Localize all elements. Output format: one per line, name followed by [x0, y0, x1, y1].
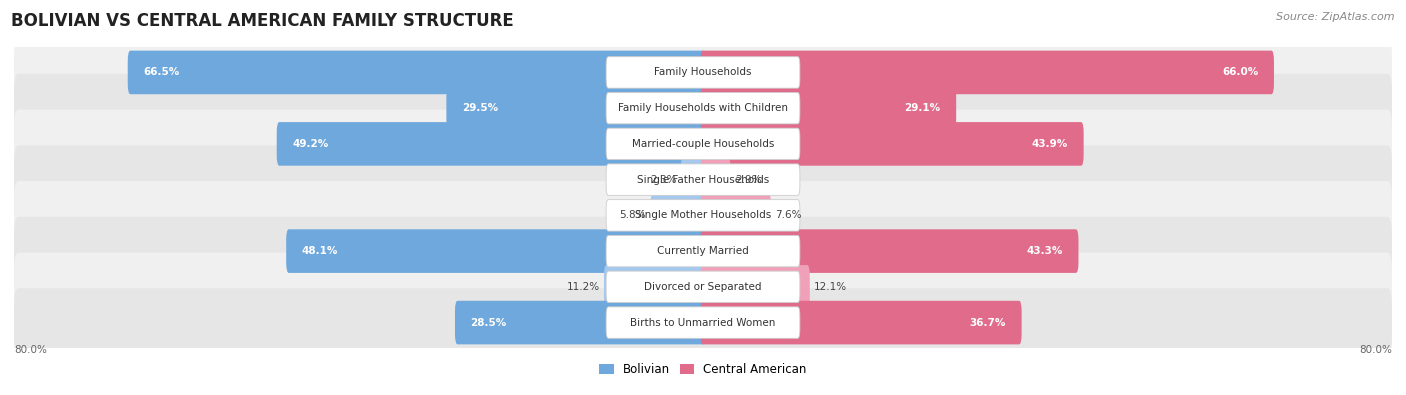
FancyBboxPatch shape — [128, 51, 706, 94]
FancyBboxPatch shape — [700, 301, 1022, 344]
Text: 36.7%: 36.7% — [970, 318, 1007, 327]
Text: 2.3%: 2.3% — [650, 175, 676, 184]
Text: 12.1%: 12.1% — [814, 282, 848, 292]
FancyBboxPatch shape — [700, 51, 1274, 94]
Text: Source: ZipAtlas.com: Source: ZipAtlas.com — [1277, 12, 1395, 22]
FancyBboxPatch shape — [606, 235, 800, 267]
Text: 7.6%: 7.6% — [775, 211, 801, 220]
Text: Married-couple Households: Married-couple Households — [631, 139, 775, 149]
Text: BOLIVIAN VS CENTRAL AMERICAN FAMILY STRUCTURE: BOLIVIAN VS CENTRAL AMERICAN FAMILY STRU… — [11, 12, 515, 30]
FancyBboxPatch shape — [287, 229, 706, 273]
FancyBboxPatch shape — [277, 122, 706, 166]
FancyBboxPatch shape — [606, 307, 800, 338]
Text: 2.9%: 2.9% — [735, 175, 762, 184]
FancyBboxPatch shape — [14, 252, 1392, 321]
FancyBboxPatch shape — [14, 109, 1392, 178]
FancyBboxPatch shape — [14, 217, 1392, 286]
Text: 80.0%: 80.0% — [1360, 345, 1392, 355]
Text: Births to Unmarried Women: Births to Unmarried Women — [630, 318, 776, 327]
FancyBboxPatch shape — [700, 194, 770, 237]
FancyBboxPatch shape — [605, 265, 706, 308]
FancyBboxPatch shape — [700, 229, 1078, 273]
Text: 29.5%: 29.5% — [461, 103, 498, 113]
FancyBboxPatch shape — [606, 92, 800, 124]
FancyBboxPatch shape — [681, 158, 706, 201]
Text: Single Mother Households: Single Mother Households — [636, 211, 770, 220]
Text: Single Father Households: Single Father Households — [637, 175, 769, 184]
FancyBboxPatch shape — [14, 38, 1392, 107]
Text: 66.0%: 66.0% — [1222, 68, 1258, 77]
FancyBboxPatch shape — [606, 57, 800, 88]
Text: 43.9%: 43.9% — [1032, 139, 1069, 149]
Text: Family Households: Family Households — [654, 68, 752, 77]
FancyBboxPatch shape — [14, 288, 1392, 357]
Text: 29.1%: 29.1% — [904, 103, 941, 113]
FancyBboxPatch shape — [446, 87, 706, 130]
FancyBboxPatch shape — [606, 164, 800, 196]
FancyBboxPatch shape — [700, 122, 1084, 166]
Text: 5.8%: 5.8% — [620, 211, 647, 220]
Text: Family Households with Children: Family Households with Children — [619, 103, 787, 113]
FancyBboxPatch shape — [456, 301, 706, 344]
FancyBboxPatch shape — [700, 265, 810, 308]
FancyBboxPatch shape — [14, 145, 1392, 214]
Text: 11.2%: 11.2% — [567, 282, 599, 292]
FancyBboxPatch shape — [700, 87, 956, 130]
FancyBboxPatch shape — [14, 74, 1392, 143]
Text: Divorced or Separated: Divorced or Separated — [644, 282, 762, 292]
Legend: Bolivian, Central American: Bolivian, Central American — [595, 358, 811, 381]
FancyBboxPatch shape — [651, 194, 706, 237]
FancyBboxPatch shape — [700, 158, 731, 201]
FancyBboxPatch shape — [606, 271, 800, 303]
Text: 49.2%: 49.2% — [292, 139, 329, 149]
FancyBboxPatch shape — [606, 128, 800, 160]
Text: 80.0%: 80.0% — [14, 345, 46, 355]
Text: Currently Married: Currently Married — [657, 246, 749, 256]
Text: 43.3%: 43.3% — [1026, 246, 1063, 256]
Text: 28.5%: 28.5% — [471, 318, 506, 327]
FancyBboxPatch shape — [606, 199, 800, 231]
FancyBboxPatch shape — [14, 181, 1392, 250]
Text: 48.1%: 48.1% — [302, 246, 337, 256]
Text: 66.5%: 66.5% — [143, 68, 180, 77]
